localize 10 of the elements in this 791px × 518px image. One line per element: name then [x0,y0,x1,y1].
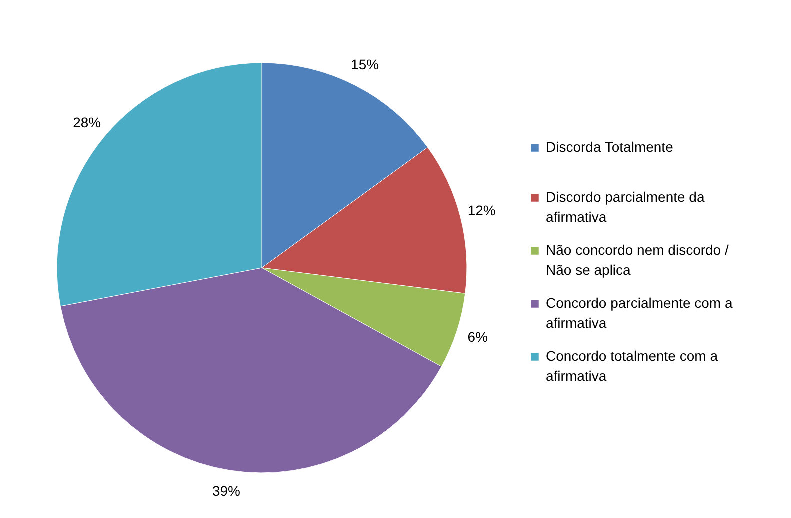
legend-label: Não concordo nem discordo / Não se aplica [546,242,729,278]
data-label: 39% [212,483,241,500]
legend-label: Discorda Totalmente [546,139,674,155]
data-label: 6% [468,329,488,346]
legend-label: Concordo parcialmente com a afirmativa [546,295,733,331]
legend-label: Concordo totalmente com a afirmativa [546,348,718,384]
data-label: 28% [73,114,102,130]
data-label: 15% [351,56,380,73]
data-label: 12% [468,202,496,219]
legend-label: Discordo parcialmente da afirmativa [546,189,705,225]
